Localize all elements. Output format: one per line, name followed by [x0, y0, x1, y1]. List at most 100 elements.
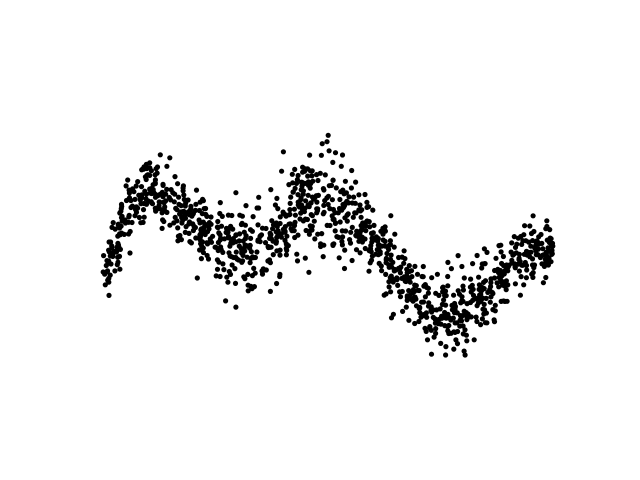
data-point — [451, 310, 458, 316]
data-point — [478, 291, 484, 297]
data-point — [396, 265, 402, 271]
data-point — [387, 241, 393, 248]
data-point — [482, 278, 489, 284]
data-point — [512, 281, 519, 287]
data-point — [152, 180, 158, 186]
data-point — [321, 187, 327, 193]
data-point — [112, 268, 118, 274]
data-point — [388, 213, 394, 219]
data-point — [481, 246, 487, 252]
data-point — [311, 218, 317, 224]
data-point — [375, 242, 381, 248]
data-point — [251, 265, 257, 271]
data-point — [255, 238, 261, 244]
data-point — [108, 239, 114, 245]
data-point — [413, 283, 419, 289]
data-point — [342, 178, 348, 184]
data-point — [193, 187, 200, 193]
data-point — [478, 322, 484, 328]
data-point — [119, 203, 125, 209]
data-point — [459, 294, 465, 300]
data-point — [527, 223, 533, 229]
data-point — [421, 283, 428, 289]
data-point — [367, 224, 373, 230]
data-point — [364, 218, 370, 224]
data-point — [353, 179, 359, 185]
data-point — [346, 194, 352, 200]
data-point — [190, 211, 196, 217]
data-point — [547, 236, 553, 242]
data-point — [475, 300, 481, 306]
data-point — [490, 307, 496, 313]
data-point — [353, 247, 360, 253]
data-point — [528, 249, 534, 255]
data-point — [515, 235, 521, 241]
data-point — [160, 194, 166, 200]
data-point — [282, 237, 288, 243]
data-point — [292, 166, 298, 172]
data-point — [221, 267, 227, 273]
data-point — [286, 182, 292, 188]
data-point — [476, 274, 482, 280]
data-point — [357, 202, 363, 208]
data-point — [362, 236, 368, 242]
data-point — [327, 206, 333, 212]
data-point — [433, 290, 439, 296]
data-point — [277, 271, 283, 277]
data-point — [333, 185, 339, 191]
data-point — [460, 287, 466, 293]
data-point — [416, 305, 422, 312]
data-point — [339, 228, 345, 234]
data-point — [203, 205, 209, 212]
data-point — [291, 222, 298, 229]
data-point — [273, 239, 279, 245]
data-point — [239, 248, 245, 254]
data-point — [178, 203, 184, 209]
data-point — [132, 196, 138, 202]
data-point — [140, 207, 147, 213]
data-point — [339, 152, 346, 158]
data-point — [345, 200, 352, 206]
data-point — [425, 290, 431, 296]
data-point — [181, 213, 188, 220]
data-point — [106, 292, 112, 298]
data-point — [392, 231, 398, 237]
data-point — [407, 292, 413, 299]
data-point — [516, 255, 522, 261]
data-point — [467, 299, 474, 306]
data-point — [289, 171, 295, 177]
data-point — [315, 206, 321, 212]
data-point — [443, 302, 449, 308]
data-point — [319, 141, 325, 147]
data-point — [233, 304, 239, 310]
data-point — [420, 263, 426, 270]
data-point — [118, 208, 124, 214]
data-point — [399, 254, 405, 260]
data-point — [302, 216, 309, 222]
data-point — [420, 313, 426, 319]
data-point — [482, 320, 489, 326]
data-point — [176, 194, 182, 200]
data-point — [119, 218, 125, 224]
data-point — [491, 275, 498, 281]
data-point — [493, 255, 499, 261]
data-point — [462, 327, 468, 333]
data-point — [287, 207, 293, 213]
data-point — [197, 233, 204, 240]
data-point — [331, 216, 337, 222]
data-point — [274, 280, 280, 287]
data-point — [284, 247, 290, 253]
data-point — [216, 259, 222, 265]
data-point — [236, 257, 242, 263]
data-point — [328, 182, 335, 188]
data-point — [260, 266, 266, 272]
data-point — [487, 299, 493, 305]
data-point — [339, 238, 345, 245]
data-point — [470, 292, 477, 298]
data-point — [394, 275, 400, 281]
data-point — [543, 259, 549, 265]
data-point — [262, 240, 269, 246]
data-point — [160, 217, 166, 223]
data-point — [133, 209, 140, 215]
data-point — [129, 219, 135, 226]
